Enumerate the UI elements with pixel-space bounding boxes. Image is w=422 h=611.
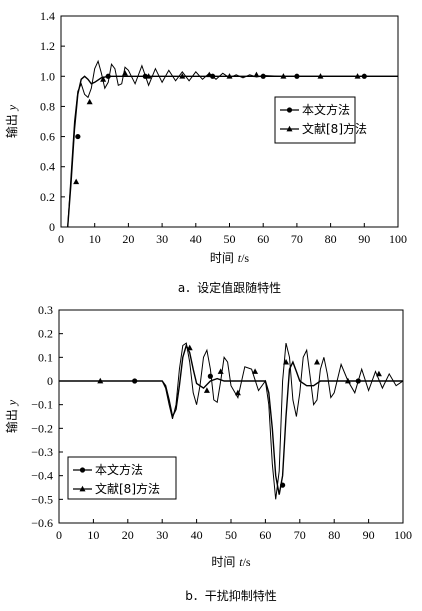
x-tick-label: 40 [191,528,203,542]
data-point-triangle [203,387,210,393]
data-point-triangle [145,73,152,79]
x-tick-label: 10 [87,528,99,542]
legend-marker-circle [286,107,293,113]
x-tick-label: 90 [363,528,375,542]
x-tick-label: 90 [358,232,370,246]
y-tick-label: 0.6 [40,130,55,144]
data-point-triangle [344,377,351,384]
series-line-ref8 [59,342,403,500]
chart-a: 0 10 20 30 40 50 60 70 80 90 100 0 0.2 0.4 0.6 0.8 1.0 1.… [4,9,407,295]
data-point-triangle [252,368,259,374]
x-tick-label: 80 [325,232,337,246]
data-point-triangle [283,358,290,365]
data-point-triangle [186,344,193,351]
data-point-triangle [122,70,129,76]
legend-box [67,456,177,500]
y-tick-label: 0.8 [40,99,55,113]
data-point-triangle [100,76,107,82]
y-tick-label: 0.2 [40,190,55,204]
data-point-triangle [317,73,324,79]
y-tick-label: −0.3 [31,445,53,459]
x-axis-label: 时间 t/s [210,251,250,265]
data-point-circle [280,482,286,488]
y-tick-label: −0.5 [31,492,53,506]
x-tick-label: 30 [156,232,168,246]
x-tick-label: 60 [257,232,269,246]
data-point-triangle [206,71,213,78]
y-tick-label: 1.4 [40,9,55,23]
x-tick-label: 100 [389,232,407,246]
chart-caption: a．设定值跟随特性 [178,280,281,295]
data-point-triangle [280,73,287,79]
x-axis-label: 时间 t/s [211,555,251,569]
data-point-triangle [73,178,80,185]
x-tick-label: 20 [122,232,134,246]
legend-label: 文献[8]方法 [302,121,367,136]
data-point-triangle [226,73,233,79]
x-tick-label: 100 [394,528,412,542]
data-point-triangle [179,73,186,79]
y-axis-label: 输出 y [4,104,19,138]
y-axis-label: 输出 y [4,399,19,433]
data-point-triangle [375,370,382,377]
y-tick-label: −0.2 [31,421,53,435]
data-point-circle [75,133,81,140]
data-point-triangle [354,73,361,79]
x-tick-label: 20 [122,528,134,542]
x-tick-label: 80 [328,528,340,542]
legend-label: 文献[8]方法 [95,481,160,496]
y-tick-label: 1.2 [40,39,55,53]
chart-b: 0 10 20 30 40 50 60 70 80 90 100 0.3 0.2 0.1 0 −0.1 −0.2… [4,303,412,603]
y-tick-label: 0.1 [38,350,53,364]
x-tick-label: 30 [156,528,168,542]
x-tick-label: 10 [89,232,101,246]
x-tick-label: 60 [259,528,271,542]
x-tick-label: 50 [224,232,236,246]
data-point-triangle [314,358,320,365]
y-tick-label: −0.6 [31,516,53,530]
series-line-ref8 [67,59,398,227]
legend-marker-triangle [79,485,86,492]
legend-box [274,96,356,144]
legend-label: 本文方法 [95,462,143,477]
y-tick-label: 0.2 [38,327,53,341]
x-tick-label: 70 [291,232,303,246]
x-tick-label: 0 [58,232,64,246]
x-tick-label: 50 [225,528,237,542]
data-point-triangle [253,71,260,78]
y-tick-label: 0 [47,374,53,388]
legend-label: 本文方法 [302,102,350,117]
data-point-circle [207,373,213,379]
y-tick-label: 1.0 [40,69,55,83]
legend-marker-circle [79,467,86,473]
x-tick-label: 70 [294,528,306,542]
data-point-circle [260,73,266,79]
y-tick-label: 0 [49,220,55,234]
legend-marker-triangle [286,125,293,132]
y-tick-label: −0.4 [31,469,53,483]
y-tick-label: −0.1 [31,398,53,412]
data-point-triangle [217,368,224,374]
data-point-triangle [234,389,241,396]
chart-caption: b．干扰抑制特性 [185,588,277,603]
y-tick-label: 0.4 [40,160,55,174]
data-point-triangle [97,377,104,384]
x-tick-label: 0 [56,528,62,542]
y-tick-label: 0.3 [38,303,53,317]
x-tick-label: 40 [190,232,202,246]
data-point-triangle [86,98,93,105]
